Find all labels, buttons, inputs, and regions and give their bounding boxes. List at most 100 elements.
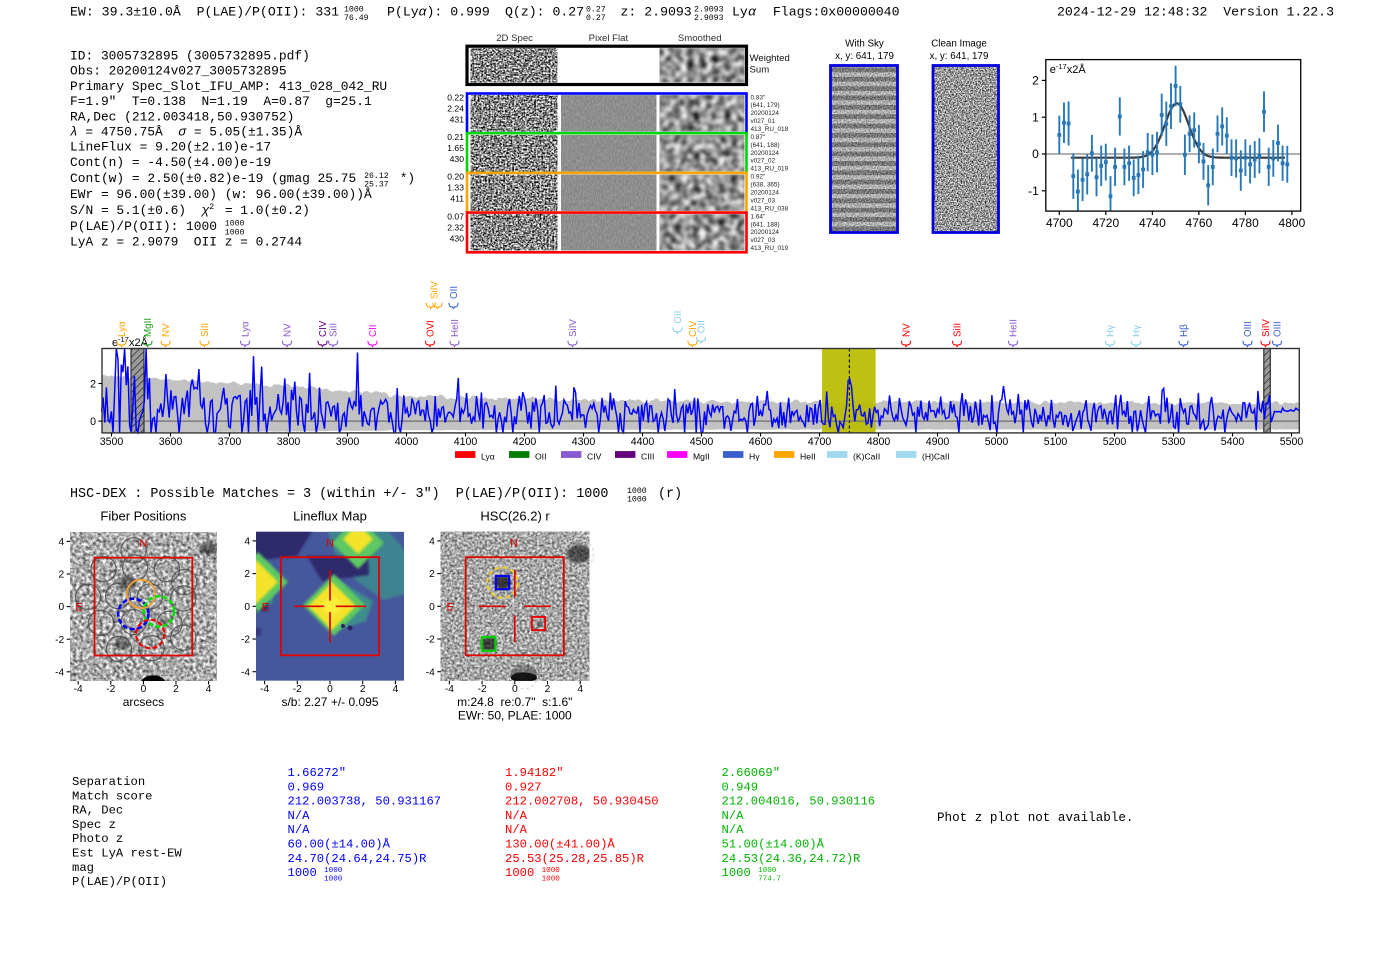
svg-text:Hγ: Hγ [1106, 325, 1117, 337]
svg-text:OVI: OVI [426, 320, 437, 337]
svg-text:4100: 4100 [454, 436, 478, 448]
svg-text:N/A: N/A [722, 823, 745, 837]
svg-text:0.07: 0.07 [447, 211, 464, 221]
svg-text:OIII: OIII [1243, 321, 1254, 337]
svg-text:RA,Dec (212.003418,50.930752): RA,Dec (212.003418,50.930752) [70, 109, 294, 124]
svg-text:2D Spec: 2D Spec [496, 33, 533, 44]
svg-text:4740: 4740 [1139, 216, 1166, 230]
svg-text:Cont(w) = 2.50(±0.82)e-19 (gma: Cont(w) = 2.50(±0.82)e-19 (gmag 25.75 [70, 171, 356, 186]
svg-text:NV: NV [161, 323, 172, 337]
svg-text:2: 2 [545, 684, 551, 695]
svg-text:4900: 4900 [926, 436, 950, 448]
svg-text:1.64": 1.64" [751, 213, 766, 220]
svg-text:0.83": 0.83" [751, 94, 766, 101]
svg-text:Smoothed: Smoothed [678, 33, 722, 44]
svg-text:SiII: SiII [200, 323, 211, 337]
svg-text:Ly: Ly [732, 5, 748, 20]
svg-text:E: E [75, 602, 82, 614]
svg-text:NV: NV [902, 323, 913, 337]
svg-text:4: 4 [59, 537, 65, 548]
svg-text:v027_03: v027_03 [751, 237, 776, 244]
svg-text:2: 2 [90, 378, 96, 390]
svg-text:0: 0 [429, 602, 435, 613]
svg-text:0.927: 0.927 [505, 780, 542, 794]
svg-text:1000: 1000 [627, 487, 647, 496]
svg-text:2: 2 [209, 203, 214, 212]
svg-text:(K)CaII: (K)CaII [853, 451, 880, 461]
svg-text:Phot z plot not available.: Phot z plot not available. [937, 811, 1134, 825]
svg-text:4000: 4000 [395, 436, 419, 448]
svg-text:OII: OII [535, 451, 546, 461]
svg-text:LineFlux = 9.20(±2.10)e-17: LineFlux = 9.20(±2.10)e-17 [70, 140, 271, 155]
svg-text:N/A: N/A [722, 809, 745, 823]
svg-text:σ: σ [178, 125, 187, 140]
svg-text:413_RU_018: 413_RU_018 [751, 126, 789, 133]
svg-text:Flags:0x00000040: Flags:0x00000040 [773, 5, 900, 20]
svg-text:2.24: 2.24 [447, 103, 464, 113]
svg-text:SiIV: SiIV [1261, 319, 1272, 337]
svg-text:-2: -2 [426, 635, 435, 646]
svg-text:Est LyA rest-EW: Est LyA rest-EW [72, 847, 182, 861]
svg-text:431: 431 [450, 114, 465, 124]
svg-text:): 0.999: ): 0.999 [427, 5, 490, 20]
svg-text:4800: 4800 [1279, 216, 1306, 230]
svg-text:1000: 1000 [505, 866, 534, 880]
svg-text:20200124: 20200124 [751, 150, 780, 157]
svg-text:SiII: SiII [953, 323, 964, 337]
svg-text:130.00(±41.00)Å: 130.00(±41.00)Å [505, 838, 615, 852]
svg-text:HeII: HeII [1009, 319, 1020, 337]
svg-text:N: N [510, 538, 518, 550]
svg-text:0.969: 0.969 [288, 780, 325, 794]
svg-text:-4: -4 [445, 684, 454, 695]
svg-text:3500: 3500 [100, 436, 124, 448]
svg-text:Separation: Separation [72, 775, 145, 789]
svg-text:P(Ly: P(Ly [387, 5, 419, 20]
svg-text:= 1.0(±0.2): = 1.0(±0.2) [217, 203, 310, 218]
svg-text:413_RU_038: 413_RU_038 [751, 205, 789, 212]
svg-text:5400: 5400 [1221, 436, 1245, 448]
svg-text:430: 430 [450, 233, 465, 243]
svg-text:Spec z: Spec z [72, 818, 116, 832]
svg-text:4780: 4780 [1232, 216, 1259, 230]
svg-text:413_RU_019: 413_RU_019 [751, 166, 789, 173]
svg-text:Weighted: Weighted [750, 53, 790, 64]
svg-text:S/N = 5.1(±0.6): S/N = 5.1(±0.6) [70, 203, 202, 218]
svg-text:= 5.05(±1.35)Å: = 5.05(±1.35)Å [186, 125, 302, 140]
svg-text:0: 0 [327, 684, 333, 695]
svg-text:-2: -2 [55, 635, 64, 646]
svg-text:4200: 4200 [513, 436, 537, 448]
svg-text:F=1.9" T=0.138 N=1.19 A=0.8: F=1.9" T=0.138 N=1.19 A=0.87 g=25.1 [70, 94, 372, 109]
svg-text:212.002708, 50.930450: 212.002708, 50.930450 [505, 795, 659, 809]
svg-text:ID: 3005732895 (3005732895.pdf: ID: 3005732895 (3005732895.pdf) [70, 49, 310, 64]
svg-text:Lineflux Map: Lineflux Map [293, 509, 367, 524]
svg-text:Primary Spec_Slot_IFU_AMP: 413: Primary Spec_Slot_IFU_AMP: 413_028_042_R… [70, 79, 387, 94]
svg-text:0.22: 0.22 [447, 92, 464, 102]
svg-text:P(LAE)/P(OII): 1000: P(LAE)/P(OII): 1000 [70, 219, 217, 234]
svg-text:0.87": 0.87" [751, 134, 766, 141]
svg-text:4760: 4760 [1186, 216, 1213, 230]
svg-text:P(LAE)/P(OII): P(LAE)/P(OII) [72, 875, 167, 889]
svg-text:2.9093: 2.9093 [694, 14, 724, 23]
svg-text:212.004016, 50.930116: 212.004016, 50.930116 [722, 795, 876, 809]
svg-text:OIII: OIII [1273, 321, 1284, 337]
svg-text:5100: 5100 [1044, 436, 1068, 448]
svg-text:24.53(24.36,24.72)R: 24.53(24.36,24.72)R [722, 852, 861, 866]
svg-text:= 4750.75Å: = 4750.75Å [78, 125, 179, 140]
svg-text:EWr: 50, PLAE: 1000: EWr: 50, PLAE: 1000 [458, 709, 572, 723]
svg-text:0: 0 [512, 684, 518, 695]
svg-text:4: 4 [206, 684, 212, 695]
svg-text:NV: NV [283, 323, 294, 337]
svg-text:25.37: 25.37 [364, 181, 389, 190]
svg-text:N/A: N/A [288, 809, 311, 823]
svg-text:HeII: HeII [450, 319, 461, 337]
svg-text:1000: 1000 [722, 866, 751, 880]
svg-text:1.94182": 1.94182" [505, 766, 564, 780]
svg-text:-2: -2 [106, 684, 115, 695]
svg-text:Lyα: Lyα [117, 321, 128, 337]
svg-text:-2: -2 [241, 635, 250, 646]
svg-text:5500: 5500 [1280, 436, 1304, 448]
svg-text:1: 1 [1032, 110, 1039, 124]
svg-text:-17: -17 [1056, 62, 1067, 71]
svg-text:Photo z: Photo z [72, 832, 123, 846]
svg-text:v027_02: v027_02 [751, 158, 776, 165]
